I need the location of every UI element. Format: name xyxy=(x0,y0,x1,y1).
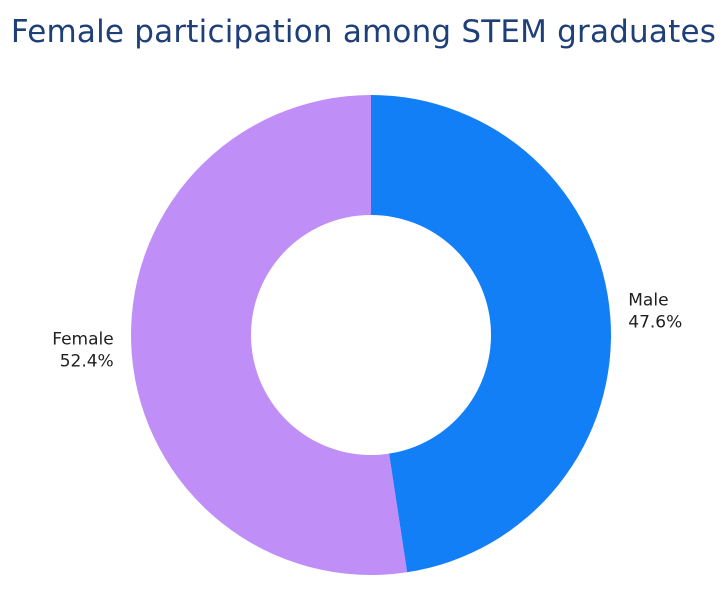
slices-group xyxy=(131,95,612,575)
slice-label-female: Female 52.4% xyxy=(52,329,113,371)
slice-male xyxy=(371,95,612,573)
slice-label-male: Male 47.6% xyxy=(628,291,682,333)
slice-name-male: Male xyxy=(628,291,668,311)
chart-title: Female participation among STEM graduate… xyxy=(10,14,717,50)
slice-value-male: 47.6% xyxy=(628,313,682,333)
labels-group: Male 47.6% Female 52.4% xyxy=(52,291,682,372)
slice-name-female: Female xyxy=(52,329,113,349)
slice-value-female: 52.4% xyxy=(60,351,114,371)
slice-female xyxy=(131,95,408,575)
